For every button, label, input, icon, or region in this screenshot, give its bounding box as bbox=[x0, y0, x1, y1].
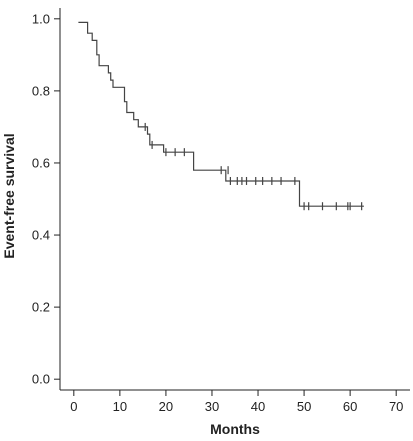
y-tick-label: 0.4 bbox=[32, 228, 50, 243]
y-tick-label: 0.8 bbox=[32, 83, 50, 98]
survival-curve bbox=[78, 21, 364, 207]
x-tick-label: 60 bbox=[343, 399, 357, 414]
x-ticks: 0 10 20 30 40 50 60 70 bbox=[70, 390, 403, 414]
y-tick-label: 0.6 bbox=[32, 155, 50, 170]
y-tick-label: 0.0 bbox=[32, 372, 50, 387]
y-tick-label: 0.2 bbox=[32, 300, 50, 315]
x-tick-label: 50 bbox=[297, 399, 311, 414]
y-tick-label: 1.0 bbox=[32, 11, 50, 26]
x-tick-label: 70 bbox=[389, 399, 403, 414]
x-axis-label: Months bbox=[210, 421, 260, 437]
x-tick-label: 30 bbox=[205, 399, 219, 414]
x-tick-label: 0 bbox=[70, 399, 77, 414]
x-tick-label: 20 bbox=[159, 399, 173, 414]
y-ticks: 0.0 0.2 0.4 0.6 0.8 1.0 bbox=[32, 11, 60, 387]
censor-marks bbox=[144, 122, 363, 211]
axes bbox=[59, 8, 410, 391]
x-tick-label: 10 bbox=[113, 399, 127, 414]
x-tick-label: 40 bbox=[251, 399, 265, 414]
y-axis-label: Event-free survival bbox=[1, 133, 17, 258]
